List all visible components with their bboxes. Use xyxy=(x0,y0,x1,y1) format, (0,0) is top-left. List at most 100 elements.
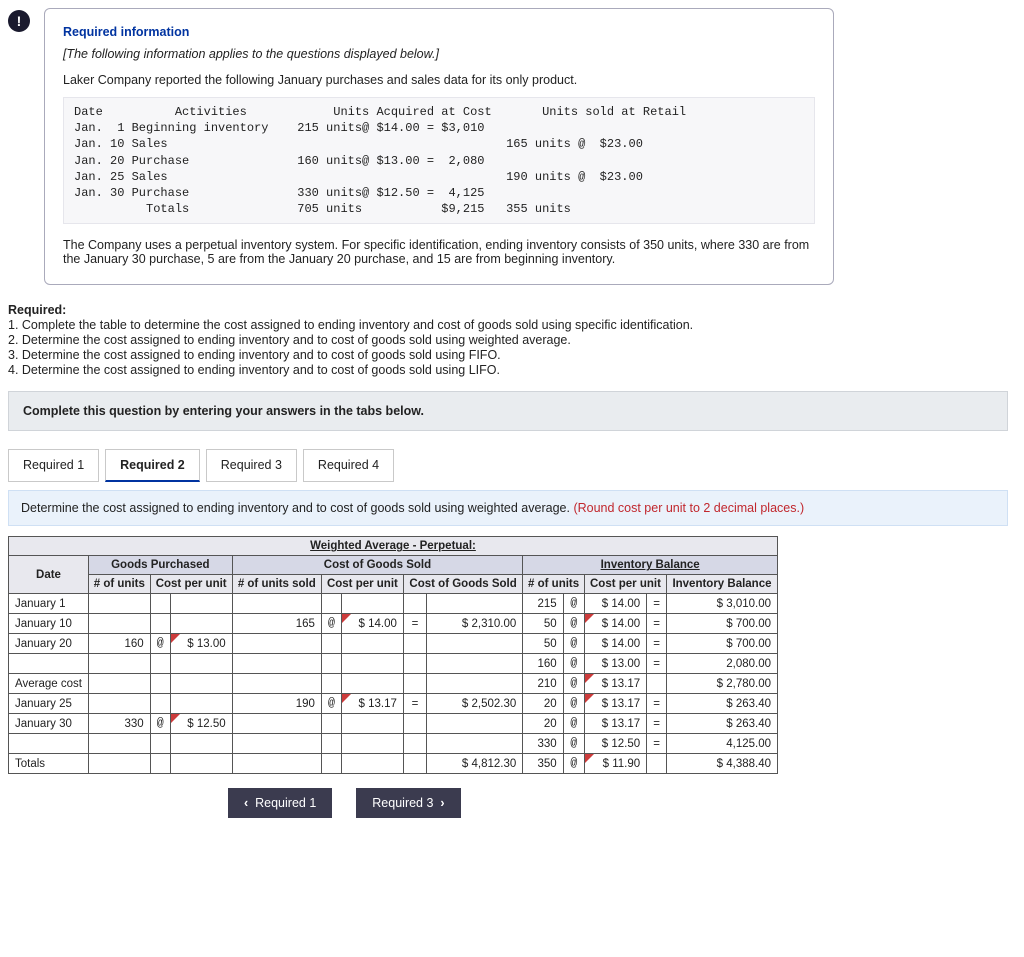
table-cell xyxy=(403,594,426,614)
table-cell: 210 xyxy=(523,674,563,694)
group-goods-purchased: Goods Purchased xyxy=(88,556,232,575)
table-cell xyxy=(150,694,170,714)
table-cell: @ xyxy=(563,714,584,734)
table-cell: = xyxy=(403,694,426,714)
table-cell: January 25 xyxy=(9,694,89,714)
table-cell xyxy=(88,694,150,714)
prev-button[interactable]: ‹ Required 1 xyxy=(228,788,332,818)
table-cell: $ 14.00 xyxy=(584,594,646,614)
table-cell xyxy=(403,654,426,674)
table-cell: @ xyxy=(563,754,584,774)
col-cogs-total: Cost of Goods Sold xyxy=(403,575,522,594)
table-cell: @ xyxy=(321,614,341,634)
table-cell: = xyxy=(647,714,667,734)
table-cell xyxy=(427,674,523,694)
table-cell: = xyxy=(403,614,426,634)
table-cell xyxy=(232,674,321,694)
table-row: 160@$ 13.00=2,080.00 xyxy=(9,654,778,674)
table-cell xyxy=(321,674,341,694)
table-cell xyxy=(232,754,321,774)
table-cell xyxy=(88,594,150,614)
company-line: Laker Company reported the following Jan… xyxy=(63,73,815,87)
table-cell xyxy=(170,674,232,694)
tab-required-4[interactable]: Required 4 xyxy=(303,449,394,482)
table-cell xyxy=(170,614,232,634)
table-cell[interactable]: $ 14.00 xyxy=(584,614,646,634)
table-cell xyxy=(88,734,150,754)
table-cell: @ xyxy=(563,654,584,674)
table-cell: = xyxy=(647,694,667,714)
tab-required-2[interactable]: Required 2 xyxy=(105,449,200,482)
table-cell: @ xyxy=(321,694,341,714)
table-cell[interactable]: $ 13.17 xyxy=(584,694,646,714)
table-cell xyxy=(403,754,426,774)
table-cell: 165 xyxy=(232,614,321,634)
table-cell: $ 2,310.00 xyxy=(427,614,523,634)
tab-desc-round: (Round cost per unit to 2 decimal places… xyxy=(573,501,804,515)
table-cell: 330 xyxy=(523,734,563,754)
table-cell[interactable]: $ 13.17 xyxy=(584,674,646,694)
table-cell: Average cost xyxy=(9,674,89,694)
table-cell: $ 13.00 xyxy=(584,654,646,674)
table-cell: @ xyxy=(150,634,170,654)
col-date: Date xyxy=(9,556,89,594)
table-cell: January 20 xyxy=(9,634,89,654)
table-cell xyxy=(170,734,232,754)
table-cell xyxy=(232,654,321,674)
table-cell: $ 13.17 xyxy=(584,714,646,734)
table-cell xyxy=(321,754,341,774)
table-cell: Totals xyxy=(9,754,89,774)
table-row: January 20160@$ 13.0050@$ 14.00=$ 700.00 xyxy=(9,634,778,654)
col-inv-bal: Inventory Balance xyxy=(666,575,777,594)
table-cell: 330 xyxy=(88,714,150,734)
table-cell xyxy=(427,634,523,654)
table-cell xyxy=(403,734,426,754)
required-info-title: Required information xyxy=(63,25,815,39)
table-row: January 1215@$ 14.00=$ 3,010.00 xyxy=(9,594,778,614)
table-cell xyxy=(170,654,232,674)
table-cell: @ xyxy=(563,694,584,714)
col-inv-cpu: Cost per unit xyxy=(584,575,666,594)
table-cell xyxy=(341,594,403,614)
table-cell xyxy=(321,654,341,674)
table-cell: @ xyxy=(563,674,584,694)
table-cell: 2,080.00 xyxy=(666,654,777,674)
company-note: The Company uses a perpetual inventory s… xyxy=(63,238,815,266)
col-cogs-units: # of units sold xyxy=(232,575,321,594)
table-cell xyxy=(427,714,523,734)
col-cogs-cpu: Cost per unit xyxy=(321,575,403,594)
table-cell xyxy=(150,654,170,674)
table-cell: @ xyxy=(150,714,170,734)
table-cell[interactable]: $ 11.90 xyxy=(584,754,646,774)
table-cell: $ 12.50 xyxy=(584,734,646,754)
table-cell: $ 4,812.30 xyxy=(427,754,523,774)
table-cell: @ xyxy=(563,634,584,654)
table-cell: 160 xyxy=(523,654,563,674)
tab-required-1[interactable]: Required 1 xyxy=(8,449,99,482)
next-button[interactable]: Required 3 › xyxy=(356,788,460,818)
required-heading: Required: xyxy=(8,303,1008,317)
instruction-bar: Complete this question by entering your … xyxy=(8,391,1008,431)
table-cell xyxy=(341,654,403,674)
weighted-average-table: Weighted Average - Perpetual: Date Goods… xyxy=(8,536,778,774)
col-inv-units: # of units xyxy=(523,575,585,594)
table-cell[interactable]: $ 13.17 xyxy=(341,694,403,714)
table-cell xyxy=(427,594,523,614)
table-cell: January 10 xyxy=(9,614,89,634)
table-cell xyxy=(170,754,232,774)
col-gp-units: # of units xyxy=(88,575,150,594)
table-cell[interactable]: $ 12.50 xyxy=(170,714,232,734)
table-cell xyxy=(341,674,403,694)
table-cell: @ xyxy=(563,734,584,754)
table-cell xyxy=(341,714,403,734)
table-cell[interactable]: $ 13.00 xyxy=(170,634,232,654)
table-row: January 25190@$ 13.17=$ 2,502.3020@$ 13.… xyxy=(9,694,778,714)
required-item: 2. Determine the cost assigned to ending… xyxy=(8,333,1008,347)
required-item: 1. Complete the table to determine the c… xyxy=(8,318,1008,332)
table-row: January 30330@$ 12.5020@$ 13.17=$ 263.40 xyxy=(9,714,778,734)
table-cell[interactable]: $ 14.00 xyxy=(341,614,403,634)
table-cell xyxy=(647,754,667,774)
table-cell: $ 2,780.00 xyxy=(666,674,777,694)
required-item: 4. Determine the cost assigned to ending… xyxy=(8,363,1008,377)
tab-required-3[interactable]: Required 3 xyxy=(206,449,297,482)
